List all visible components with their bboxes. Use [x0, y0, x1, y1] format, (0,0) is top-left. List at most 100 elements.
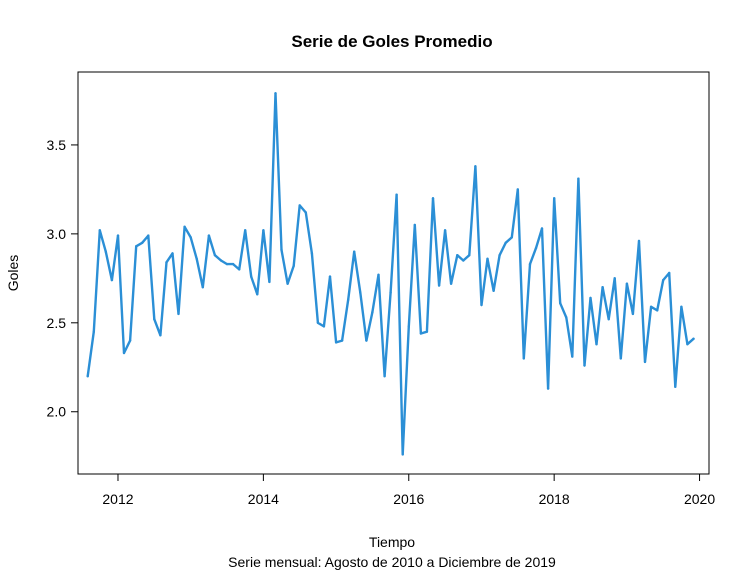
data-point — [183, 225, 186, 228]
data-point — [165, 261, 168, 264]
data-point — [492, 289, 495, 292]
data-point — [280, 248, 283, 252]
data-point — [116, 234, 120, 237]
data-point — [692, 337, 695, 340]
data-point — [328, 275, 332, 278]
data-point — [310, 252, 314, 255]
data-point — [377, 273, 380, 276]
data-point — [637, 239, 641, 243]
plot-frame — [77, 71, 710, 475]
data-point — [462, 259, 465, 262]
data-point — [159, 334, 162, 337]
data-point — [128, 339, 132, 342]
data-point — [456, 254, 459, 257]
data-point — [407, 325, 410, 328]
data-point — [286, 282, 289, 285]
data-point — [177, 312, 180, 316]
data-point — [619, 357, 622, 360]
data-point — [171, 252, 174, 255]
x-axis: 2012 2014 2016 2018 2020 — [102, 473, 715, 507]
data-point — [195, 257, 198, 260]
data-point — [595, 343, 598, 346]
data-point — [534, 246, 538, 250]
data-point — [413, 223, 416, 227]
data-point — [625, 282, 629, 285]
data-point — [231, 262, 235, 266]
x-tick-label: 2018 — [539, 491, 570, 507]
data-point — [274, 92, 277, 95]
data-point — [480, 303, 483, 307]
data-point — [262, 229, 265, 232]
data-point — [577, 177, 580, 180]
data-point — [643, 360, 647, 364]
x-tick-label: 2020 — [684, 491, 715, 507]
data-point — [383, 375, 386, 378]
data-point — [98, 229, 102, 232]
data-point — [540, 227, 544, 230]
data-point — [104, 250, 108, 253]
data-point — [389, 291, 392, 294]
data-point — [244, 229, 247, 232]
y-tick-label: 3.5 — [47, 137, 67, 153]
data-point — [668, 271, 671, 275]
data-point — [225, 262, 229, 266]
data-point — [486, 257, 489, 260]
data-point — [365, 339, 368, 342]
y-axis-label: Goles — [5, 255, 21, 292]
data-point — [347, 298, 350, 301]
data-point — [607, 318, 610, 321]
data-point — [468, 254, 471, 257]
data-point — [528, 262, 532, 266]
data-point — [395, 193, 398, 196]
x-tick-label: 2012 — [102, 491, 133, 507]
data-point — [86, 375, 89, 378]
data-point — [213, 254, 217, 257]
data-point — [613, 277, 616, 280]
data-point — [334, 341, 338, 344]
data-point — [516, 188, 519, 191]
data-point — [147, 234, 150, 237]
data-point — [371, 310, 374, 314]
data-point — [674, 385, 677, 388]
data-point — [238, 268, 241, 271]
data-point — [649, 305, 653, 308]
data-point — [153, 318, 156, 321]
data-point — [207, 234, 211, 237]
series-layer — [86, 92, 695, 456]
y-tick-label: 3.0 — [47, 226, 67, 242]
data-point — [250, 275, 253, 278]
data-point — [298, 204, 301, 207]
data-point — [680, 305, 683, 308]
data-point — [141, 241, 144, 244]
data-point — [322, 325, 326, 328]
data-point — [474, 165, 477, 168]
y-tick-label: 2.0 — [47, 404, 67, 420]
data-point — [631, 312, 635, 316]
x-axis-label: Tiempo — [369, 534, 415, 550]
data-point — [601, 286, 604, 289]
data-point — [304, 211, 307, 214]
data-point — [425, 330, 429, 333]
data-point — [522, 357, 525, 360]
data-point — [340, 339, 344, 342]
data-point — [122, 351, 126, 355]
data-point — [92, 330, 96, 333]
data-point — [656, 309, 659, 312]
data-point — [353, 250, 356, 253]
x-tick-label: 2016 — [393, 491, 424, 507]
data-point — [431, 197, 435, 200]
data-point — [504, 241, 507, 244]
data-point — [401, 453, 404, 456]
chart-title: Serie de Goles Promedio — [291, 32, 492, 51]
data-point — [553, 197, 556, 200]
data-point — [419, 332, 423, 335]
data-point — [589, 296, 592, 300]
data-point — [559, 302, 562, 305]
x-tick-label: 2014 — [248, 491, 279, 507]
data-point — [189, 236, 192, 239]
data-point — [256, 293, 259, 296]
data-point — [359, 291, 362, 294]
data-point — [686, 343, 689, 346]
data-point — [449, 282, 453, 285]
